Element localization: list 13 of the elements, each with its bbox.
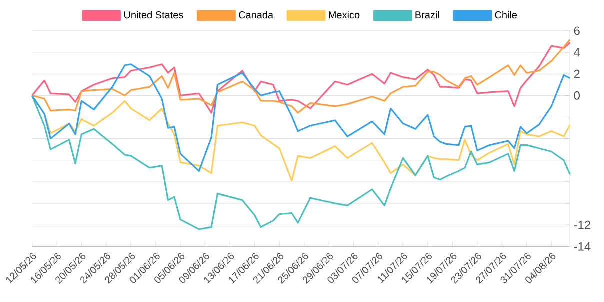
y-tick-label: 4 <box>574 48 580 57</box>
legend-label: Mexico <box>329 12 360 19</box>
y-tick-label: 0 <box>574 92 580 100</box>
line-series <box>31 95 571 230</box>
legend-label: Canada <box>239 12 274 19</box>
line-series <box>31 64 571 172</box>
y-tick-label: -12 <box>574 221 590 230</box>
y-tick-label: -14 <box>574 242 591 251</box>
y-tick-label: 2 <box>574 70 580 78</box>
y-tick-label: 6 <box>574 26 580 36</box>
legend-label: United States <box>124 12 184 19</box>
legend-label: Chile <box>495 12 518 19</box>
legend-label: Brazil <box>416 12 440 19</box>
